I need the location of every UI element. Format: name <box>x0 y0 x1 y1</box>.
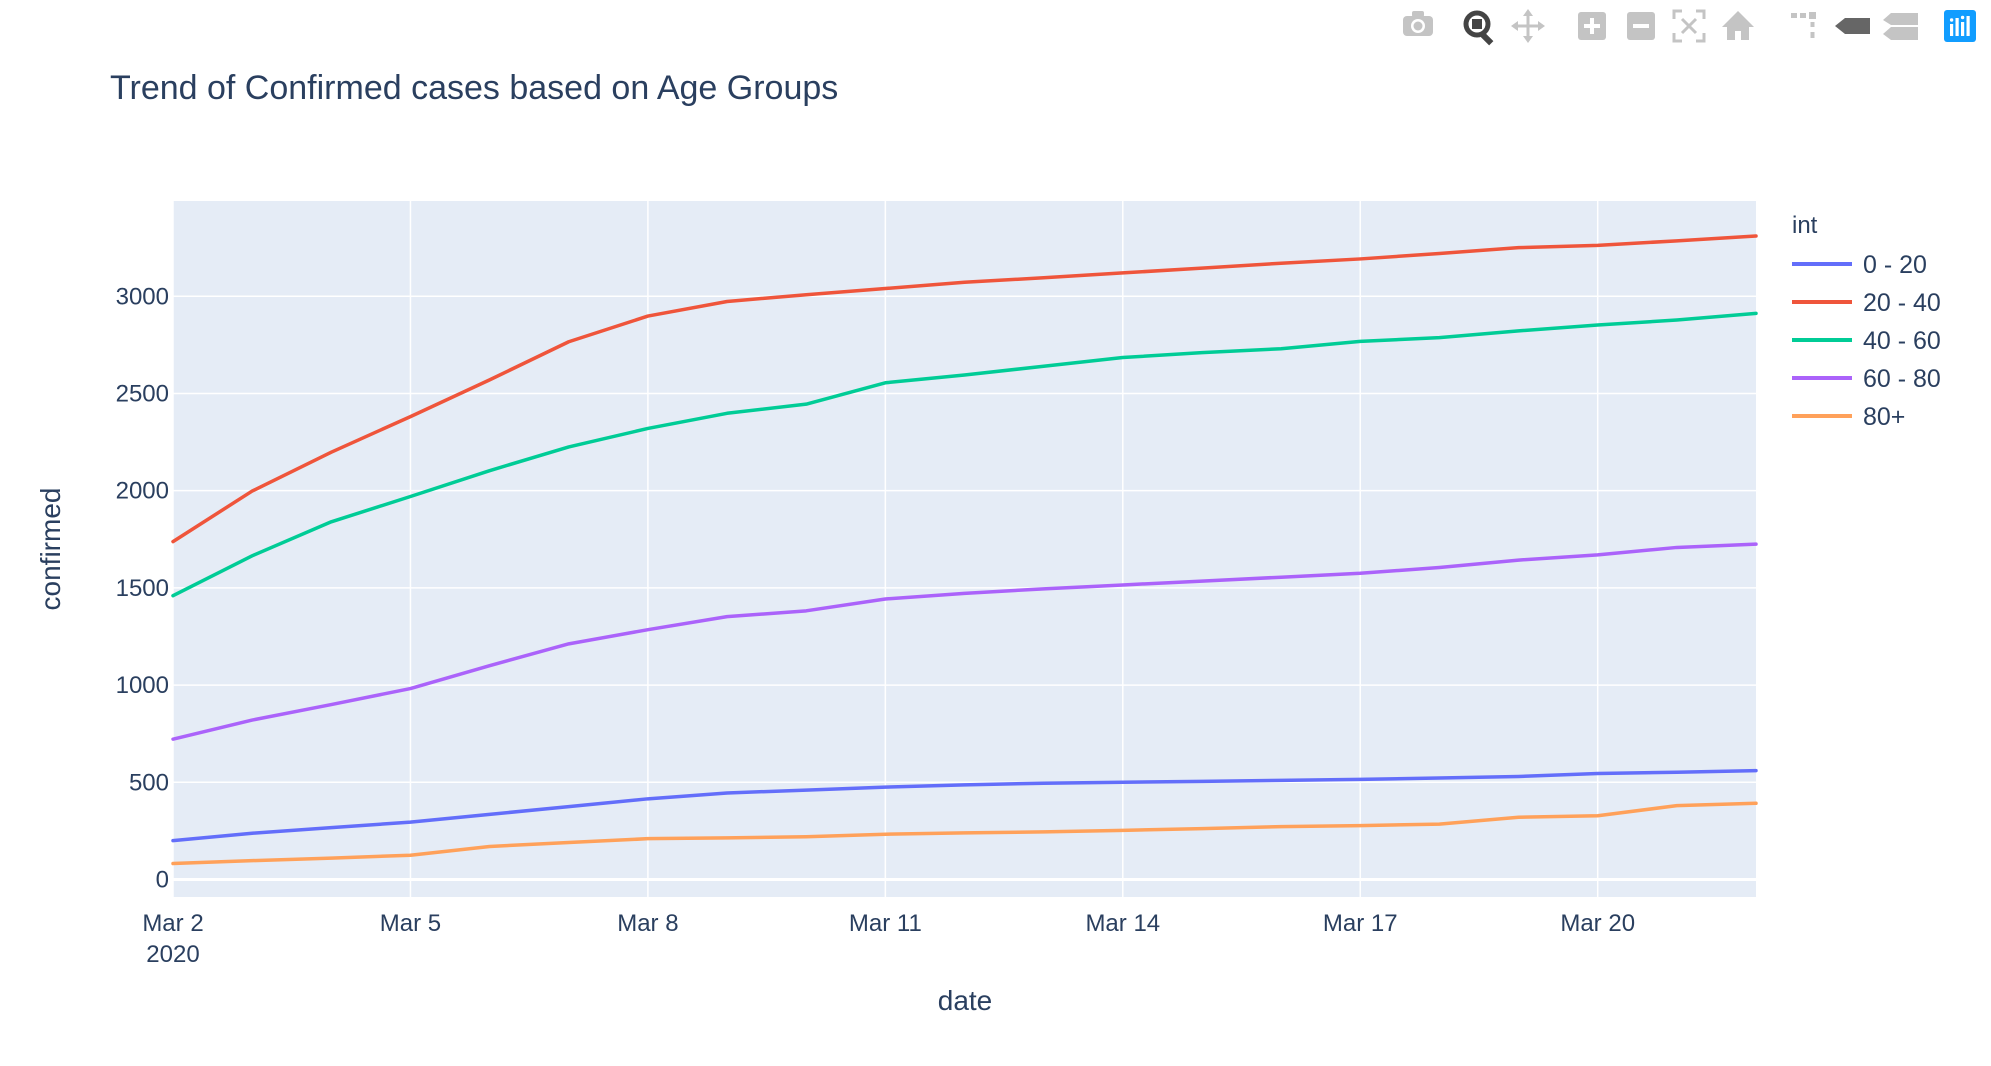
x-tick-label: Mar 8 <box>617 910 678 937</box>
legend-label: 80+ <box>1863 403 1905 431</box>
legend[interactable]: int 0 - 20 20 - 40 40 - 60 60 - 80 80+ <box>1792 212 1941 431</box>
x-tick-label: Mar 17 <box>1323 910 1398 937</box>
y-tick-label: 1500 <box>116 575 169 602</box>
series-line[interactable] <box>171 234 1758 544</box>
x-tick-label: Mar 14 <box>1085 910 1160 937</box>
legend-title: int <box>1792 212 1818 239</box>
y-tick-label: 1000 <box>116 672 169 699</box>
series-lines <box>171 234 1758 866</box>
y-tick-label: 0 <box>156 867 169 894</box>
legend-label: 0 - 20 <box>1863 251 1927 279</box>
x-axis-ticks: Mar 2 2020 Mar 5 Mar 8 Mar 11 Mar 14 Mar 17 Mar… <box>142 910 1635 968</box>
legend-item[interactable]: 20 - 40 <box>1792 289 1941 317</box>
x-tick-label: Mar 5 <box>380 910 441 937</box>
modebar <box>1403 9 1976 46</box>
chart-title: Trend of Confirmed cases based on Age Gr… <box>110 69 838 107</box>
pan-icon[interactable] <box>1511 9 1545 43</box>
x-tick-year-label: 2020 <box>146 941 199 968</box>
zoom-out-icon[interactable] <box>1627 12 1655 40</box>
legend-item[interactable]: 60 - 80 <box>1792 365 1941 393</box>
series-line[interactable] <box>171 542 1758 741</box>
plot-area[interactable] <box>173 201 1756 897</box>
gridlines <box>172 201 1756 897</box>
y-tick-label: 500 <box>129 769 169 796</box>
legend-label: 60 - 80 <box>1863 365 1941 393</box>
plotly-logo-icon[interactable] <box>1944 10 1976 42</box>
hover-closest-icon[interactable] <box>1835 18 1870 34</box>
y-axis-title: confirmed <box>35 488 66 611</box>
x-axis-title: date <box>938 985 993 1016</box>
reset-axes-icon[interactable] <box>1722 11 1754 40</box>
camera-icon[interactable] <box>1403 11 1433 36</box>
autoscale-icon[interactable] <box>1672 9 1706 43</box>
series-line[interactable] <box>171 801 1758 866</box>
y-tick-label: 2000 <box>116 478 169 505</box>
legend-item[interactable]: 0 - 20 <box>1792 251 1927 279</box>
y-tick-label: 3000 <box>116 283 169 310</box>
series-line[interactable] <box>171 311 1758 598</box>
hover-compare-icon[interactable] <box>1883 13 1918 40</box>
y-axis-ticks: 0 500 1000 1500 2000 2500 3000 <box>116 283 169 893</box>
y-tick-label: 2500 <box>116 380 169 407</box>
zoom-icon[interactable] <box>1463 10 1494 46</box>
legend-label: 40 - 60 <box>1863 327 1941 355</box>
x-tick-label: Mar 2 <box>142 910 203 937</box>
x-tick-label: Mar 20 <box>1560 910 1635 937</box>
x-tick-label: Mar 11 <box>849 910 922 937</box>
series-line[interactable] <box>171 768 1758 843</box>
legend-item[interactable]: 80+ <box>1792 403 1905 431</box>
legend-item[interactable]: 40 - 60 <box>1792 327 1941 355</box>
spike-lines-icon[interactable] <box>1791 12 1816 38</box>
zoom-in-icon[interactable] <box>1578 12 1606 40</box>
legend-label: 20 - 40 <box>1863 289 1941 317</box>
